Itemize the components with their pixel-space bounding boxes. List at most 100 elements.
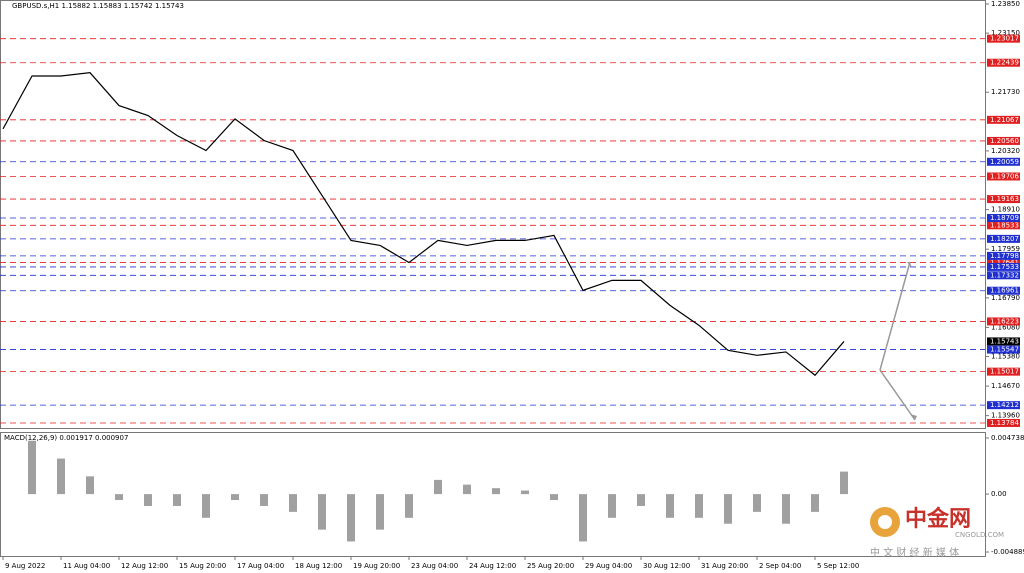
level-label: 1.13784 — [990, 419, 1019, 427]
level-label: 1.19163 — [990, 195, 1019, 203]
x-tick-label: 29 Aug 04:00 — [585, 562, 632, 570]
level-label-bg — [987, 262, 1020, 271]
y-tick-label: 1.23150 — [991, 29, 1020, 37]
macd-bar — [289, 494, 297, 512]
macd-bar — [260, 494, 268, 506]
level-label-bg — [987, 213, 1020, 222]
x-tick-label: 12 Aug 12:00 — [121, 562, 168, 570]
current-price-bg — [987, 337, 1020, 346]
y-tick-label: 1.17959 — [991, 245, 1020, 253]
macd-bar — [144, 494, 152, 506]
level-label-bg — [987, 258, 1020, 267]
x-tick-label: 17 Aug 04:00 — [237, 562, 284, 570]
level-label: 1.18207 — [990, 235, 1019, 243]
macd-bar — [608, 494, 616, 518]
macd-bar — [434, 479, 442, 495]
watermark-site: CNGOLD.COM — [955, 531, 1004, 539]
y-tick-label: 0.004738 — [991, 434, 1024, 442]
y-tick-label: 1.16790 — [991, 294, 1020, 302]
level-label-bg — [987, 34, 1020, 43]
y-tick-label: 1.13960 — [991, 412, 1020, 420]
macd-bar — [86, 476, 94, 495]
level-label-bg — [987, 115, 1020, 124]
macd-title: MACD(12,26,9) 0.001917 0.000907 — [4, 434, 128, 442]
macd-bar — [724, 494, 732, 524]
level-label-bg — [987, 345, 1020, 354]
x-tick-label: 25 Aug 20:00 — [527, 562, 574, 570]
macd-bar — [115, 494, 123, 501]
x-tick-label: 23 Aug 04:00 — [411, 562, 458, 570]
level-label: 1.17533 — [990, 263, 1019, 271]
macd-bar — [376, 494, 384, 530]
level-label-bg — [987, 234, 1020, 243]
level-label: 1.17798 — [990, 252, 1019, 260]
y-tick-label: 1.16080 — [991, 323, 1020, 331]
x-tick-label: 31 Aug 20:00 — [701, 562, 748, 570]
chart-title: GBPUSD.s,H1 1.15882 1.15883 1.15742 1.15… — [12, 2, 184, 10]
level-label-bg — [987, 317, 1020, 326]
watermark-slogan: 中 文 财 经 新 媒 体 — [870, 546, 959, 559]
level-label: 1.14212 — [990, 401, 1019, 409]
watermark-name: 中金网 — [905, 506, 971, 532]
level-label: 1.17332 — [990, 271, 1019, 279]
level-label: 1.15547 — [990, 346, 1019, 354]
x-tick-label: 15 Aug 20:00 — [179, 562, 226, 570]
level-label-bg — [987, 221, 1020, 230]
level-label-bg — [987, 251, 1020, 260]
macd-bar — [550, 494, 558, 501]
level-label: 1.16223 — [990, 317, 1019, 325]
level-label: 1.19706 — [990, 172, 1019, 180]
level-label: 1.18533 — [990, 221, 1019, 229]
x-tick-label: 19 Aug 20:00 — [353, 562, 400, 570]
forecast-arrows — [879, 261, 916, 421]
level-label-bg — [987, 58, 1020, 67]
x-tick-label: 18 Aug 12:00 — [295, 562, 342, 570]
macd-bar — [579, 494, 587, 542]
macd-bar — [347, 494, 355, 542]
macd-bar — [695, 494, 703, 518]
macd-bar — [231, 494, 239, 501]
macd-bar — [202, 494, 210, 518]
macd-bar — [811, 494, 819, 512]
macd-bar — [57, 458, 65, 495]
level-label-bg — [987, 136, 1020, 145]
macd-bar — [753, 494, 761, 512]
level-label-bg — [987, 157, 1020, 166]
y-tick-label: 1.21730 — [991, 88, 1020, 96]
macd-bar — [405, 494, 413, 518]
level-label: 1.23017 — [990, 35, 1019, 43]
level-label: 1.20059 — [990, 158, 1019, 166]
y-tick-label: 1.20320 — [991, 147, 1020, 155]
macd-bar — [28, 440, 36, 495]
level-label: 1.18709 — [990, 214, 1019, 222]
level-label: 1.15017 — [990, 368, 1019, 376]
level-label: 1.16961 — [990, 287, 1019, 295]
x-tick-label: 24 Aug 12:00 — [469, 562, 516, 570]
level-label: 1.20560 — [990, 137, 1019, 145]
macd-bar — [637, 494, 645, 506]
macd-bar — [782, 494, 790, 524]
level-label: 1.21067 — [990, 116, 1019, 124]
y-tick-label: 0.00 — [991, 490, 1007, 498]
macd-bar — [173, 494, 181, 506]
macd-bar — [318, 494, 326, 530]
price-frame — [0, 0, 986, 429]
level-label-bg — [987, 418, 1020, 427]
current-price-label: 1.15743 — [990, 337, 1019, 345]
x-tick-label: 2 Sep 04:00 — [759, 562, 801, 570]
level-label-bg — [987, 401, 1020, 410]
level-label-bg — [987, 286, 1020, 295]
macd-bar — [463, 484, 471, 495]
y-tick-label: 1.18910 — [991, 206, 1020, 214]
level-label-bg — [987, 195, 1020, 204]
y-tick-label: -0.004889 — [991, 548, 1024, 556]
level-label-bg — [987, 271, 1020, 280]
level-label-bg — [987, 367, 1020, 376]
price-line — [2, 72, 845, 377]
level-label: 1.22439 — [990, 59, 1019, 67]
x-tick-label: 5 Sep 12:00 — [817, 562, 859, 570]
macd-bar — [666, 494, 674, 518]
